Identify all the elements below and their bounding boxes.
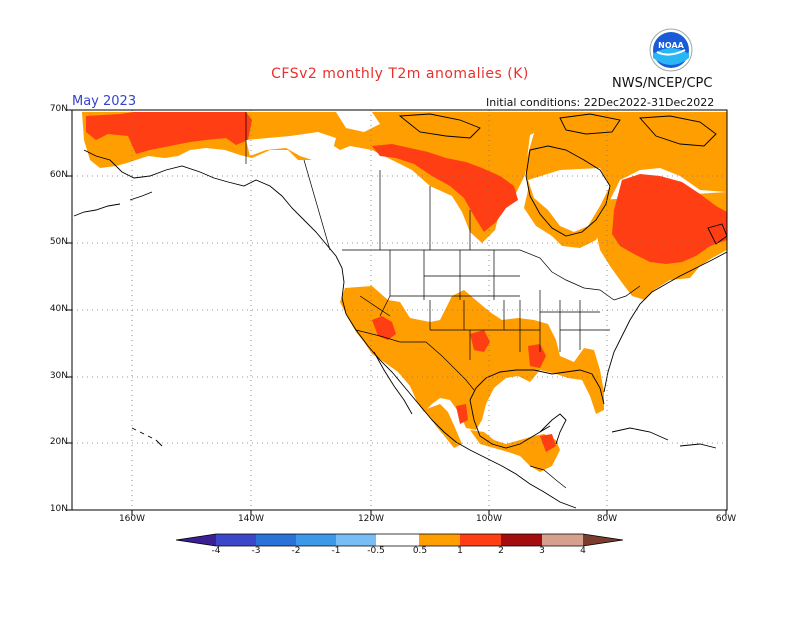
colorbar-label: 4 [580, 546, 586, 556]
colorbar-segment-neutral [376, 534, 419, 546]
anomaly-red-regions [86, 112, 727, 452]
lon-label: 160W [118, 514, 146, 524]
colorbar-label: 3 [539, 546, 545, 556]
colorbar-label: 1 [457, 546, 463, 556]
colorbar-segment-05-1 [419, 534, 460, 546]
initial-conditions-label: Initial conditions: 22Dec2022-31Dec2022 [486, 96, 715, 109]
lon-label: 120W [357, 514, 385, 524]
lat-label: 10N [49, 504, 68, 514]
lon-label: 60W [715, 514, 737, 524]
coastlines [73, 113, 728, 509]
lat-label: 30N [49, 371, 68, 381]
colorbar-segment-3-2 [256, 534, 296, 546]
colorbar-label: -0.5 [367, 546, 385, 556]
organization-label: NWS/NCEP/CPC [612, 76, 713, 91]
political-borders [245, 112, 641, 489]
lon-label: 140W [237, 514, 265, 524]
lon-label: 100W [475, 514, 503, 524]
noaa-logo-text: NOAA [658, 41, 684, 50]
colorbar-segment-gt-4 [583, 534, 623, 546]
colorbar-label: 0.5 [412, 546, 428, 556]
graticule [72, 110, 727, 510]
colorbar [175, 533, 624, 547]
forecast-month-label: May 2023 [72, 94, 137, 109]
colorbar-label: -1 [331, 546, 341, 556]
lat-label: 40N [49, 304, 68, 314]
axis-ticks [67, 109, 727, 515]
lat-label: 50N [49, 237, 68, 247]
colorbar-label: -3 [251, 546, 261, 556]
colorbar-label: -4 [211, 546, 221, 556]
colorbar-segment-1-05 [336, 534, 376, 546]
lat-label: 70N [49, 104, 68, 114]
colorbar-segment-lt-4 [176, 534, 216, 546]
lat-label: 60N [49, 170, 68, 180]
noaa-logo: NOAA [649, 28, 693, 72]
colorbar-segment-3-4 [542, 534, 583, 546]
colorbar-segment-2-3 [501, 534, 542, 546]
neutral-patches [246, 112, 610, 232]
colorbar-outline [175, 533, 624, 547]
lat-label: 20N [49, 437, 68, 447]
colorbar-segment-4-3 [216, 534, 256, 546]
map-title: CFSv2 monthly T2m anomalies (K) [271, 66, 529, 82]
colorbar-label: 2 [498, 546, 504, 556]
colorbar-label: -2 [291, 546, 301, 556]
lon-label: 80W [596, 514, 618, 524]
colorbar-segment-2-1 [296, 534, 336, 546]
colorbar-segment-1-2 [460, 534, 501, 546]
